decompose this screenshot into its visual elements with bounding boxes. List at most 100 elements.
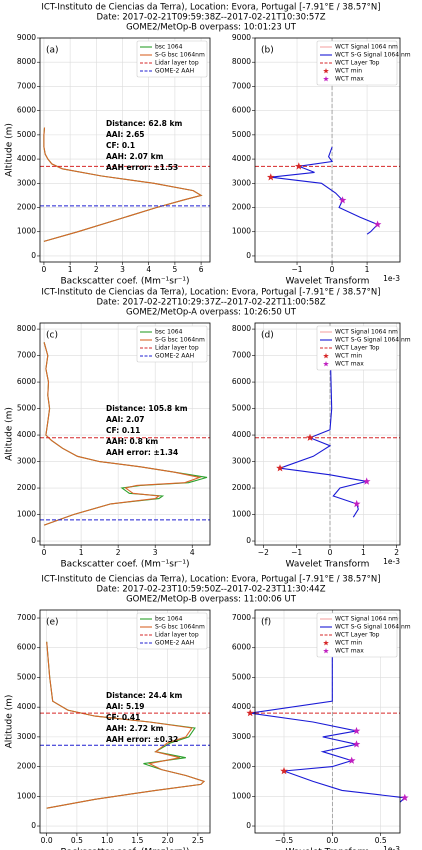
x-axis-label: Backscatter coef. (Mm⁻¹sr⁻¹) — [60, 848, 189, 850]
y-tick-label: 1000 — [17, 510, 36, 519]
x-tick-label: −1 — [291, 548, 302, 557]
y-tick-label: 8000 — [232, 324, 251, 333]
y-tick-label: 9000 — [17, 33, 36, 42]
legend-marker — [323, 640, 329, 646]
plot-border — [39, 37, 211, 263]
legend-label: WCT Signal 1064 nm — [335, 329, 398, 336]
x-tick-label: 6 — [199, 265, 204, 274]
star-marker — [246, 709, 254, 717]
chart-title: ICT-Instituto de Ciencias da Terra), Loc… — [41, 288, 380, 298]
legend-label: WCT max — [335, 76, 364, 83]
y-tick-label: 2000 — [232, 203, 251, 212]
annotation: Distance: 105.8 km — [106, 404, 188, 413]
chart-title: Date: 2017-02-21T09:59:38Z--2017-02-21T1… — [96, 13, 325, 23]
plot-border — [254, 37, 401, 263]
plot-border — [39, 322, 211, 546]
panel-label: (e) — [46, 618, 59, 628]
y-tick-label: 2000 — [232, 483, 251, 492]
y-tick-label: 7000 — [17, 613, 36, 622]
y-tick-label: 4000 — [232, 154, 251, 163]
legend-label: WCT min — [335, 640, 362, 647]
legend-label: WCT S-G Signal 1064 nm — [335, 52, 411, 59]
legend-label: Lidar layer top — [155, 60, 199, 67]
star-marker — [280, 767, 288, 775]
legend-label: GOME-2 AAH — [155, 353, 194, 360]
legend-label: Lidar layer top — [155, 632, 199, 639]
y-tick-label: 5000 — [232, 130, 251, 139]
legend-label: bsc 1064 — [155, 616, 183, 623]
y-tick-label: 7000 — [17, 81, 36, 90]
profile-line — [250, 647, 407, 803]
legend-marker — [323, 68, 329, 74]
y-tick-label: 7000 — [17, 351, 36, 360]
x-tick-label: −1 — [291, 265, 302, 274]
x-axis-label: Wavelet Transform — [286, 277, 370, 287]
x-tick-label: 3 — [153, 548, 158, 557]
y-tick-label: 4000 — [17, 702, 36, 711]
legend-label: GOME-2 AAH — [155, 68, 194, 75]
legend-box — [316, 40, 398, 86]
x-tick-label: 0.0 — [326, 836, 338, 845]
legend-label: WCT min — [335, 68, 362, 75]
y-tick-label: 0 — [246, 536, 251, 545]
y-tick-label: 1000 — [232, 227, 251, 236]
x-tick-label: 1 — [361, 548, 366, 557]
star-marker — [295, 162, 303, 170]
star-marker — [306, 433, 314, 441]
x-tick-label: −2 — [258, 548, 269, 557]
offset-label: 1e-3 — [383, 557, 400, 566]
x-axis-label: Backscatter coef. (Mm⁻¹sr⁻¹) — [60, 560, 189, 570]
legend-label: WCT Layer Top — [335, 345, 380, 352]
x-tick-label: 2.0 — [162, 836, 174, 845]
panel-label: (f) — [261, 618, 271, 628]
panel-label: (a) — [46, 46, 59, 56]
x-tick-label: 1 — [365, 265, 370, 274]
legend-label: GOME-2 AAH — [155, 640, 194, 647]
x-tick-label: 4 — [190, 548, 195, 557]
panel-label: (d) — [261, 331, 274, 341]
x-tick-label: 1.5 — [131, 836, 143, 845]
y-tick-label: 5000 — [17, 672, 36, 681]
x-tick-label: 1 — [79, 548, 84, 557]
legend-box — [136, 612, 208, 650]
y-tick-label: 3000 — [232, 457, 251, 466]
y-tick-label: 2000 — [17, 762, 36, 771]
annotation: AAH error: ±0.32 — [106, 735, 178, 744]
annotation: CF: 0.1 — [106, 141, 135, 150]
legend-label: WCT Layer Top — [335, 632, 380, 639]
star-marker — [276, 464, 284, 472]
legend-box — [136, 325, 208, 363]
plot-border — [39, 609, 211, 834]
y-tick-label: 7000 — [232, 613, 251, 622]
x-tick-label: 5 — [173, 265, 178, 274]
legend-label: WCT S-G Signal 1064 nm — [335, 624, 411, 631]
y-tick-label: 8000 — [232, 57, 251, 66]
legend-label: WCT max — [335, 648, 364, 655]
annotation: AAH: 2.72 km — [106, 724, 164, 733]
y-tick-label: 6000 — [232, 106, 251, 115]
y-tick-label: 5000 — [232, 672, 251, 681]
y-tick-label: 1000 — [17, 791, 36, 800]
chart-title: GOME2/MetOp-A overpass: 10:26:50 UT — [126, 308, 297, 318]
x-tick-label: 4 — [146, 265, 151, 274]
y-tick-label: 0 — [246, 251, 251, 260]
legend-label: WCT S-G Signal 1064 nm — [335, 337, 411, 344]
legend-label: bsc 1064 — [155, 329, 183, 336]
annotation: AAI: 5.19 — [106, 702, 145, 711]
legend-box — [316, 325, 398, 371]
x-tick-label: 2 — [116, 548, 121, 557]
y-tick-label: 1000 — [232, 791, 251, 800]
y-tick-label: 6000 — [17, 106, 36, 115]
legend-label: WCT Layer Top — [335, 60, 380, 67]
chart-title: GOME2/MetOp-B overpass: 11:00:06 UT — [126, 595, 297, 605]
annotation: AAH: 0.8 km — [106, 437, 158, 446]
y-tick-label: 6000 — [17, 643, 36, 652]
star-marker — [347, 756, 356, 764]
chart-title: ICT-Instituto de Ciencias da Terra), Loc… — [41, 575, 380, 585]
offset-label: 1e-3 — [383, 274, 400, 283]
legend-label: WCT Signal 1064 nm — [335, 44, 398, 51]
y-tick-label: 2000 — [17, 483, 36, 492]
y-tick-label: 8000 — [17, 324, 36, 333]
x-tick-label: 3 — [120, 265, 125, 274]
legend-label: WCT min — [335, 353, 362, 360]
